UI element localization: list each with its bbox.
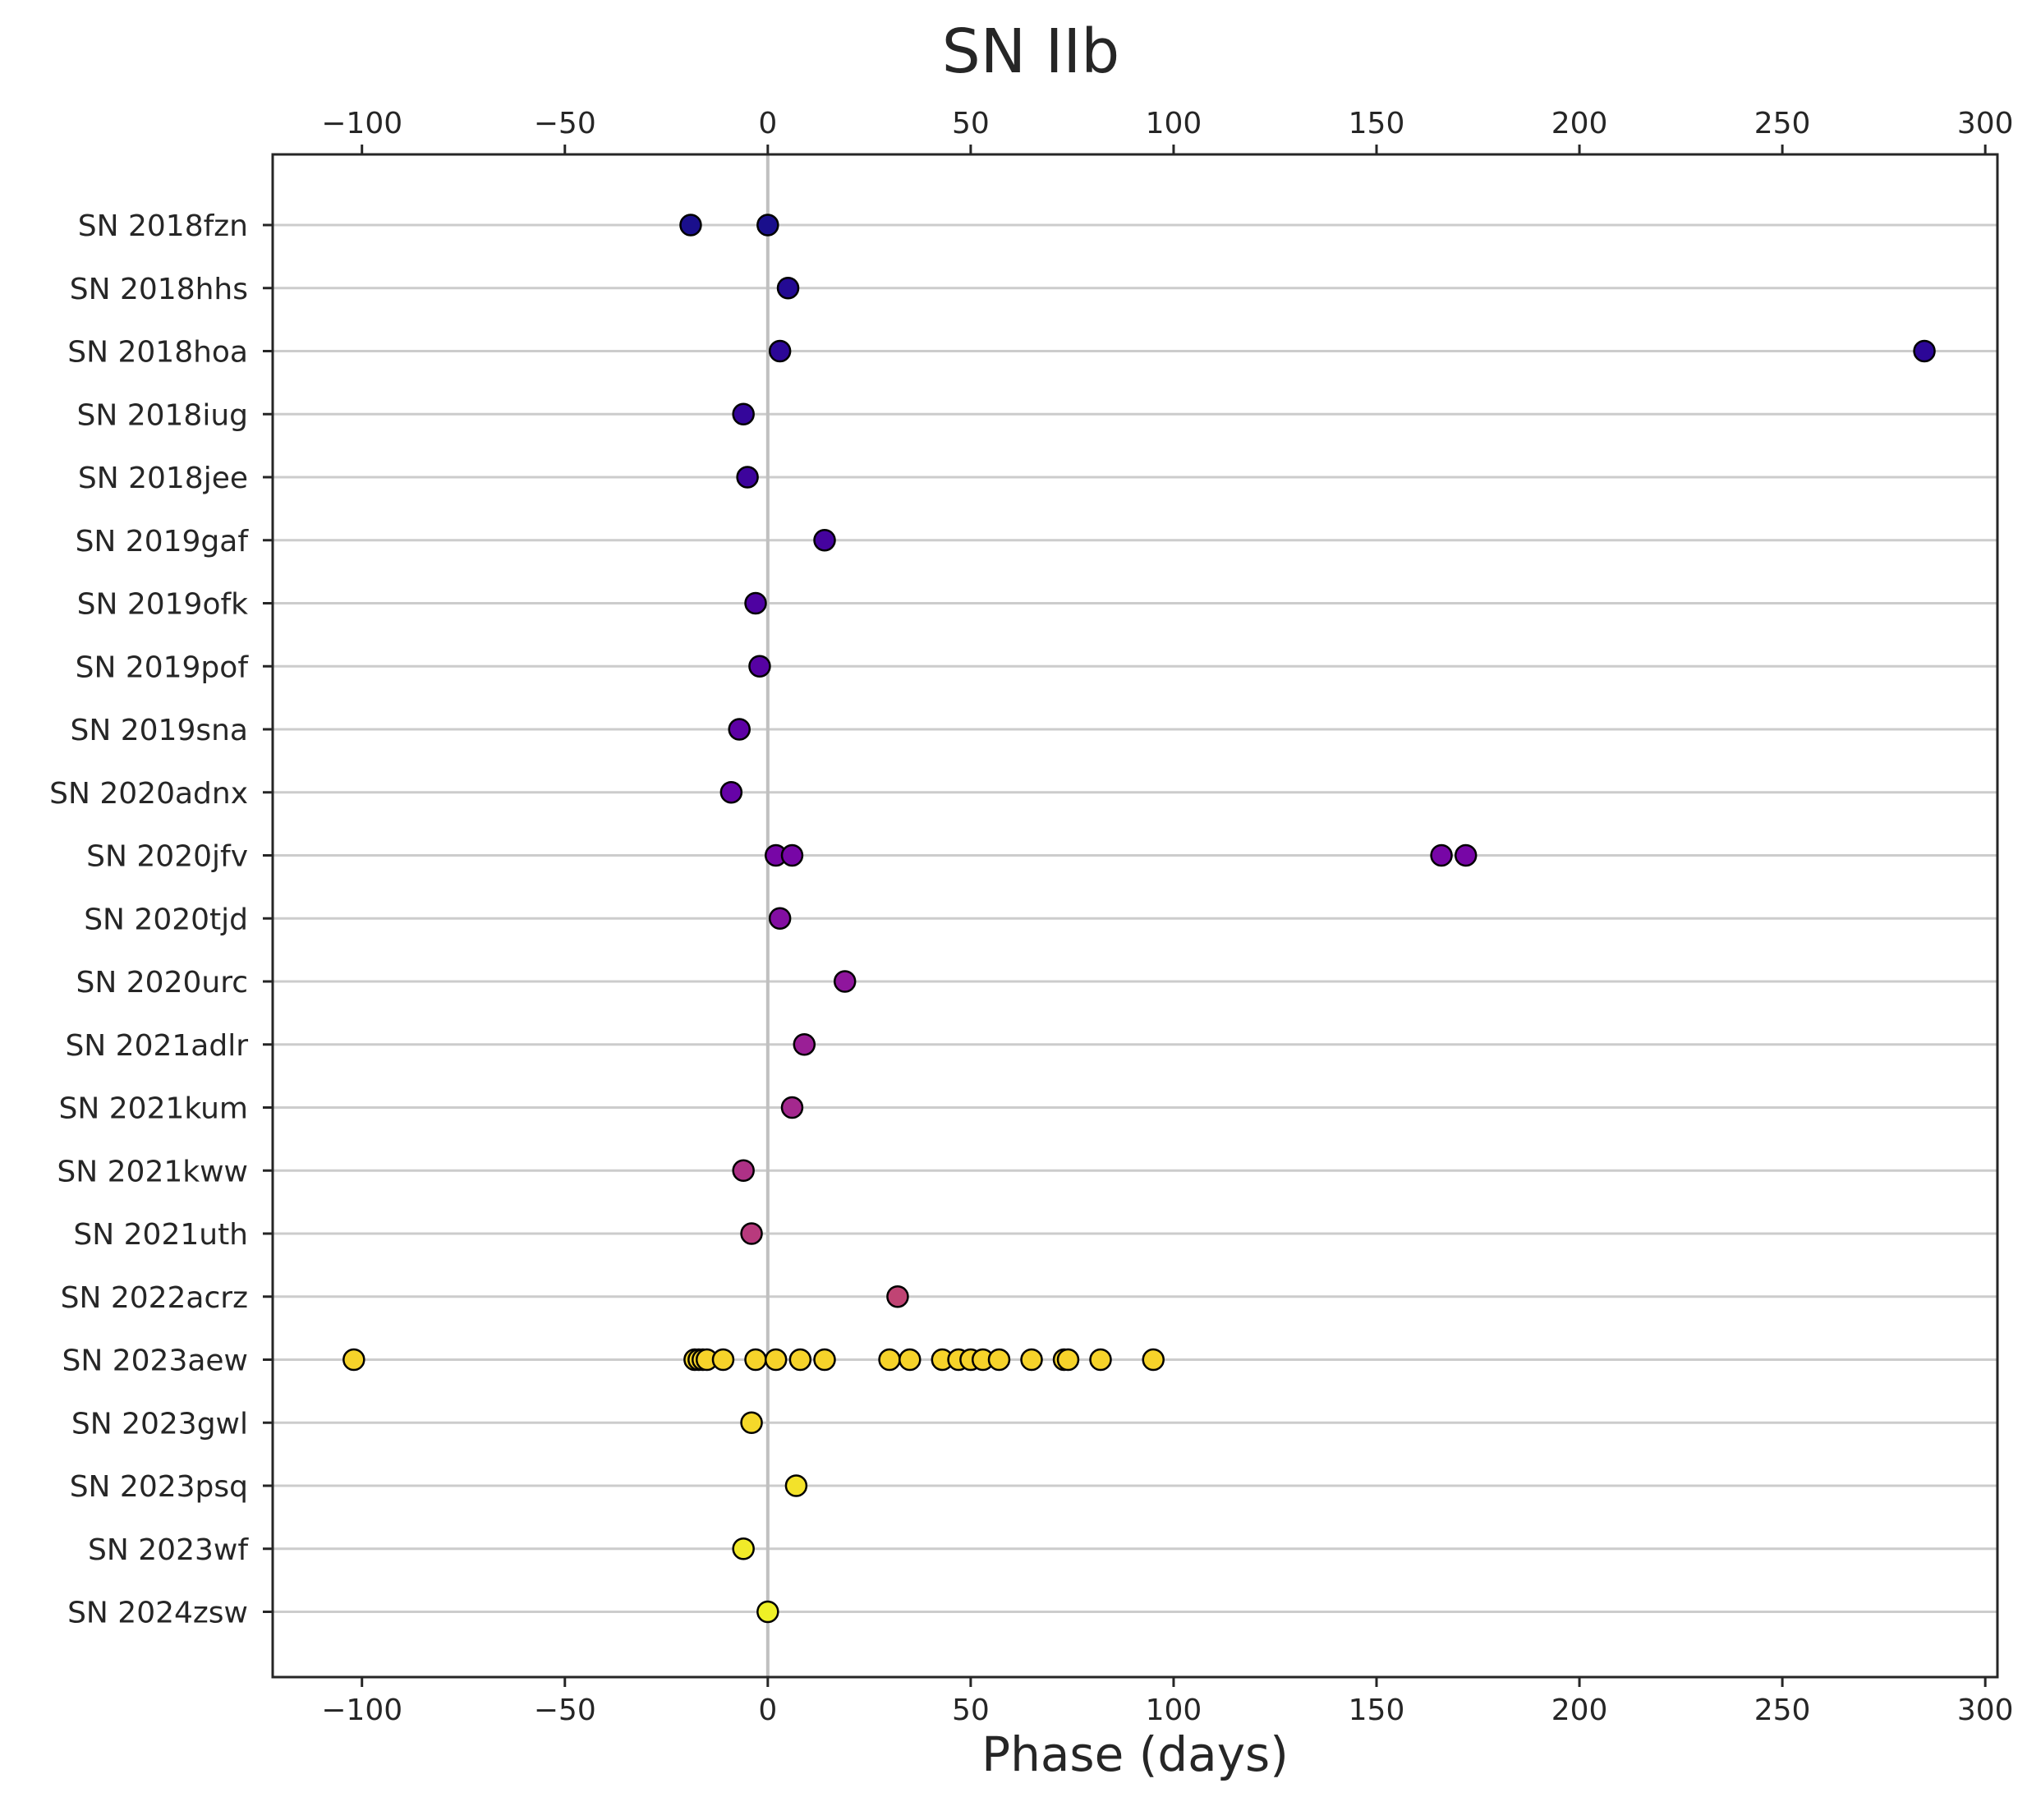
data-point bbox=[756, 1600, 779, 1624]
y-tick-label: SN 2019gaf bbox=[76, 525, 250, 558]
y-tick-label: SN 2018hhs bbox=[70, 273, 248, 306]
x-tick-label: −100 bbox=[321, 1694, 402, 1727]
data-point bbox=[679, 214, 702, 237]
data-point bbox=[987, 1348, 1011, 1372]
x-tick-label-top: 100 bbox=[1146, 107, 1202, 140]
data-point bbox=[744, 1348, 767, 1372]
data-point bbox=[732, 402, 755, 425]
x-axis-top: −100 −50 0 50 100 150 200 250 300 bbox=[321, 107, 2014, 154]
data-point bbox=[788, 1348, 812, 1372]
y-tick-label: SN 2023aew bbox=[62, 1344, 249, 1378]
data-point bbox=[342, 1348, 365, 1372]
x-tick-label: 300 bbox=[1957, 1694, 2014, 1727]
data-point bbox=[878, 1348, 901, 1372]
data-point bbox=[793, 1033, 816, 1056]
data-point bbox=[756, 214, 779, 237]
y-tick-label: SN 2018hoa bbox=[67, 336, 248, 370]
y-tick-label: SN 2019ofk bbox=[77, 588, 249, 622]
data-point bbox=[764, 1348, 788, 1372]
data-point bbox=[736, 466, 759, 489]
y-tick-label: SN 2023wf bbox=[88, 1533, 249, 1567]
data-point bbox=[1913, 339, 1936, 363]
data-point bbox=[1089, 1348, 1112, 1372]
x-tick-label-top: −100 bbox=[321, 107, 402, 140]
x-tick-label: −50 bbox=[534, 1694, 596, 1727]
data-point bbox=[732, 1159, 755, 1182]
x-tick-label-top: −50 bbox=[534, 107, 596, 140]
data-point bbox=[744, 591, 767, 615]
data-point bbox=[899, 1348, 922, 1372]
x-tick-label-top: 200 bbox=[1551, 107, 1608, 140]
y-tick-label: SN 2023gwl bbox=[71, 1407, 248, 1441]
y-tick-label: SN 2020tjd bbox=[84, 903, 248, 936]
x-axis-bottom: −100 −50 0 50 100 150 200 250 300 bbox=[321, 1677, 2014, 1727]
plot-frame bbox=[271, 153, 1999, 1679]
y-tick-label: SN 2018iug bbox=[76, 398, 248, 432]
data-point bbox=[719, 781, 743, 804]
data-point bbox=[784, 1474, 808, 1497]
data-point bbox=[780, 1096, 804, 1119]
y-tick-label: SN 2021kum bbox=[59, 1092, 248, 1126]
y-tick-label: SN 2021uth bbox=[73, 1218, 248, 1252]
data-point bbox=[768, 907, 792, 930]
data-point bbox=[886, 1285, 909, 1308]
y-tick-label: SN 2019pof bbox=[76, 650, 250, 684]
data-point bbox=[732, 1537, 755, 1560]
y-tick-label: SN 2020urc bbox=[76, 966, 248, 1000]
data-point bbox=[740, 1411, 763, 1434]
data-point bbox=[1056, 1348, 1080, 1372]
data-point bbox=[711, 1348, 735, 1372]
y-tick-label: SN 2019sna bbox=[71, 714, 248, 747]
y-tick-label: SN 2021kww bbox=[57, 1155, 248, 1188]
data-point bbox=[728, 718, 751, 741]
data-point bbox=[1430, 843, 1453, 867]
y-tick-label: SN 2018jee bbox=[78, 462, 248, 495]
data-point bbox=[833, 970, 857, 993]
data-point bbox=[780, 843, 804, 867]
y-tick-label: SN 2022acrz bbox=[61, 1281, 248, 1315]
x-tick-label-top: 250 bbox=[1754, 107, 1811, 140]
grid-lines bbox=[273, 223, 1997, 1613]
data-point bbox=[1454, 843, 1478, 867]
x-tick-label-top: 300 bbox=[1957, 107, 2014, 140]
y-tick-label: SN 2020adnx bbox=[49, 777, 248, 811]
x-tick-label-top: 150 bbox=[1349, 107, 1405, 140]
x-tick-label: 200 bbox=[1551, 1694, 1608, 1727]
x-tick-label: 50 bbox=[952, 1694, 990, 1727]
data-point bbox=[740, 1222, 763, 1245]
data-point bbox=[768, 339, 792, 363]
y-axis: SN 2018fzn SN 2018hhs SN 2018hoa SN 2018iug… bbox=[49, 209, 273, 1630]
data-point bbox=[1020, 1348, 1043, 1372]
y-tick-label: SN 2023psq bbox=[70, 1470, 248, 1504]
data-point bbox=[813, 529, 836, 552]
y-tick-label: SN 2024zsw bbox=[67, 1597, 248, 1630]
data-points bbox=[342, 214, 1936, 1624]
chart-title: SN IIb bbox=[942, 16, 1119, 87]
x-tick-label: 150 bbox=[1349, 1694, 1405, 1727]
x-tick-label: 100 bbox=[1146, 1694, 1202, 1727]
x-axis-label: Phase (days) bbox=[981, 1726, 1289, 1782]
x-tick-label: 250 bbox=[1754, 1694, 1811, 1727]
x-tick-label-top: 50 bbox=[952, 107, 990, 140]
y-tick-label: SN 2021adlr bbox=[65, 1029, 248, 1063]
data-point bbox=[1142, 1348, 1165, 1372]
x-tick-label: 0 bbox=[758, 1694, 777, 1727]
data-point bbox=[813, 1348, 836, 1372]
x-tick-label-top: 0 bbox=[758, 107, 777, 140]
data-point bbox=[776, 277, 800, 300]
data-point bbox=[748, 655, 771, 678]
y-tick-label: SN 2018fzn bbox=[78, 209, 248, 243]
y-tick-label: SN 2020jfv bbox=[86, 840, 248, 874]
